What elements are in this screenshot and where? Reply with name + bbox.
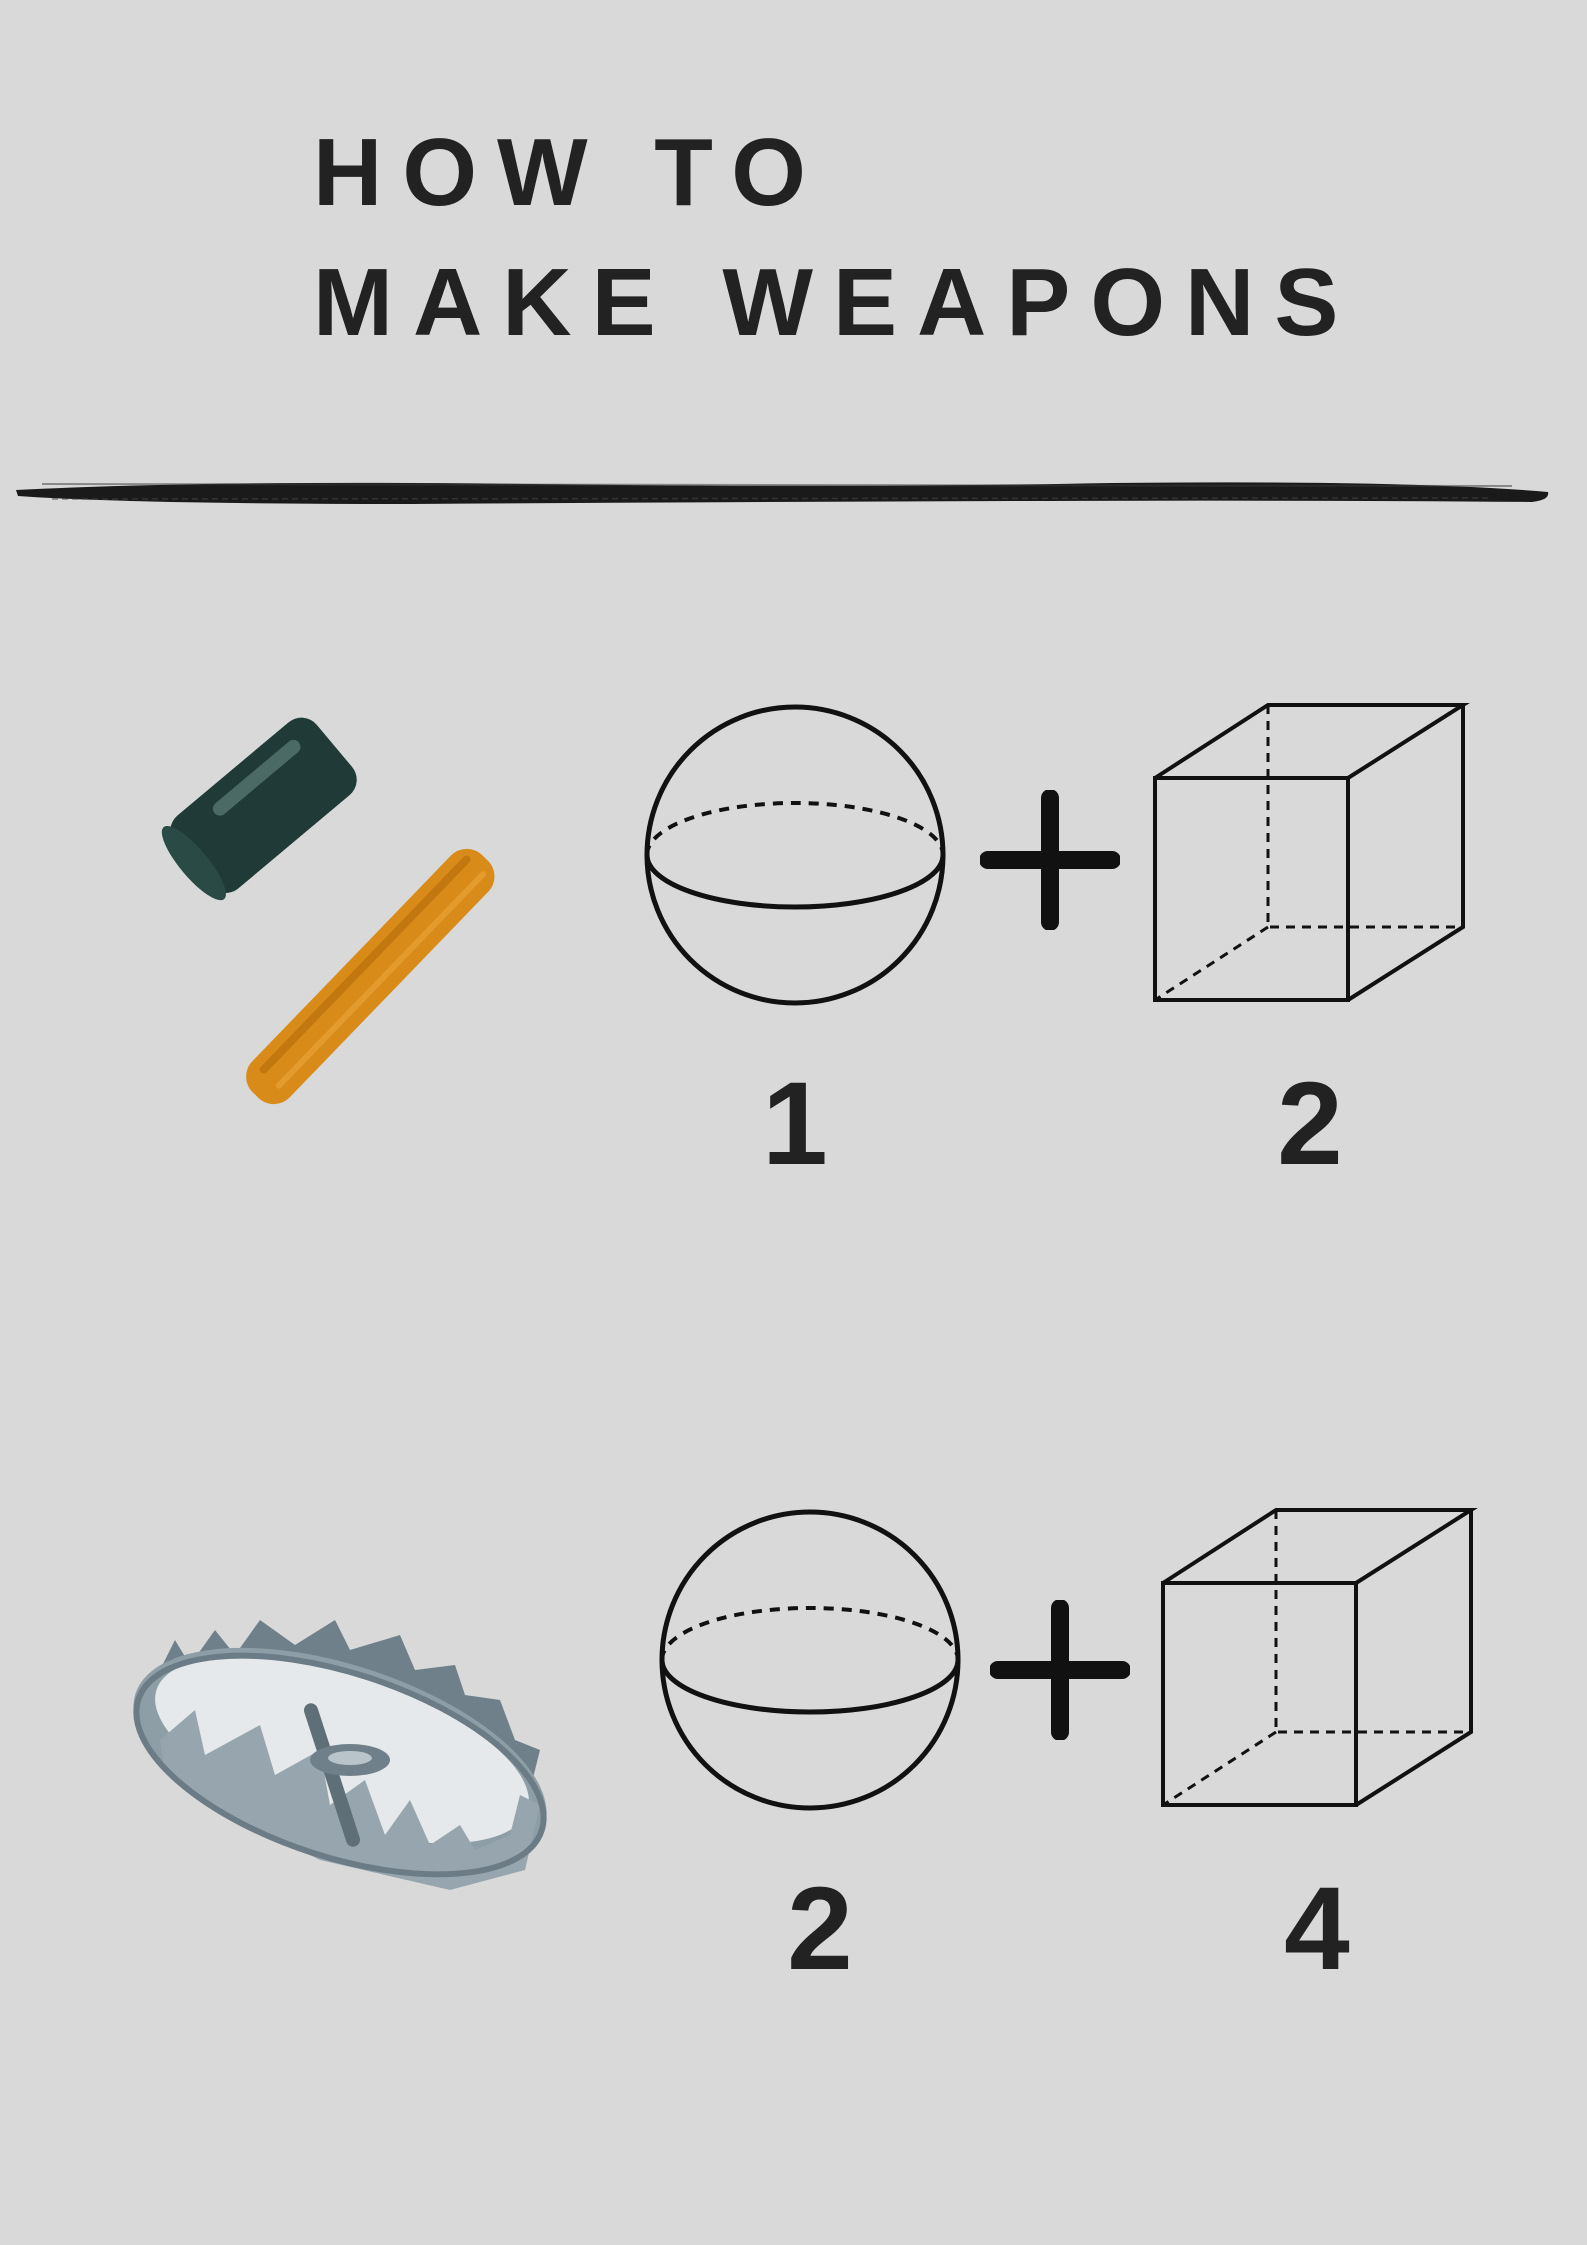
plus-icon [990, 1600, 1130, 1740]
sphere-icon [644, 704, 946, 1006]
cube-icon [1161, 1508, 1478, 1807]
bear-trap-icon [133, 1620, 547, 1890]
title-line-2: MAKE WEAPONS [313, 249, 1359, 356]
title-line-1: HOW TO [313, 119, 826, 226]
cube-icon [1153, 703, 1470, 1002]
hammer-icon [161, 717, 495, 1105]
sphere-count: 1 [762, 1058, 828, 1190]
sphere-count: 2 [787, 1863, 853, 1995]
sphere-icon [659, 1509, 961, 1811]
cube-count: 4 [1284, 1863, 1350, 1995]
brush-divider [16, 482, 1549, 504]
plus-icon [980, 790, 1120, 930]
cube-count: 2 [1277, 1058, 1343, 1190]
